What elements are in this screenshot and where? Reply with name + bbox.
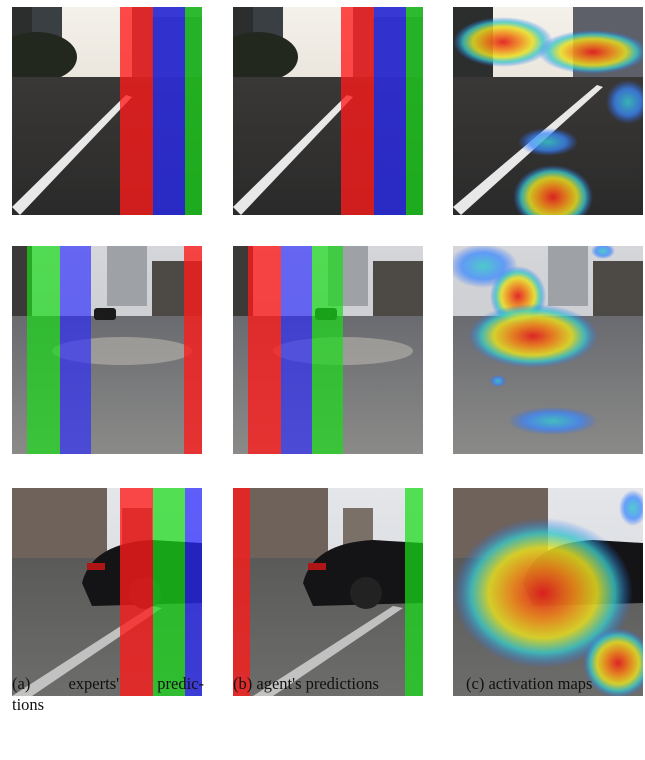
street-photo-1b (233, 7, 423, 215)
caption-agent-predictions: (b) agent's predictions (233, 674, 379, 693)
row3-experts-panel (12, 488, 202, 696)
row3-activation-panel (453, 488, 643, 696)
street-photo-3b (233, 488, 423, 696)
caption-a-line2: tions (12, 695, 45, 714)
street-photo-1a (12, 7, 202, 215)
row3-agent-panel (233, 488, 423, 696)
caption-a-word1: experts' (68, 674, 120, 693)
street-photo-2b (233, 246, 423, 454)
activation-map-2 (453, 246, 643, 454)
street-photo-3a (12, 488, 202, 696)
row2-agent-panel (233, 246, 423, 454)
row1-activation-panel (453, 7, 643, 215)
caption-activation-maps: (c) activation maps (466, 674, 593, 693)
row2-experts-panel (12, 246, 202, 454)
row2-activation-panel (453, 246, 643, 454)
street-photo-2a (12, 246, 202, 454)
row1-experts-panel (12, 7, 202, 215)
caption-a-label: (a) (12, 674, 31, 693)
row1-agent-panel (233, 7, 423, 215)
activation-map-3 (453, 488, 643, 696)
caption-a-word2: predic- (157, 674, 204, 693)
caption-experts-predictions: (a) experts' predic- tions (12, 673, 212, 715)
activation-map-1 (453, 7, 643, 215)
